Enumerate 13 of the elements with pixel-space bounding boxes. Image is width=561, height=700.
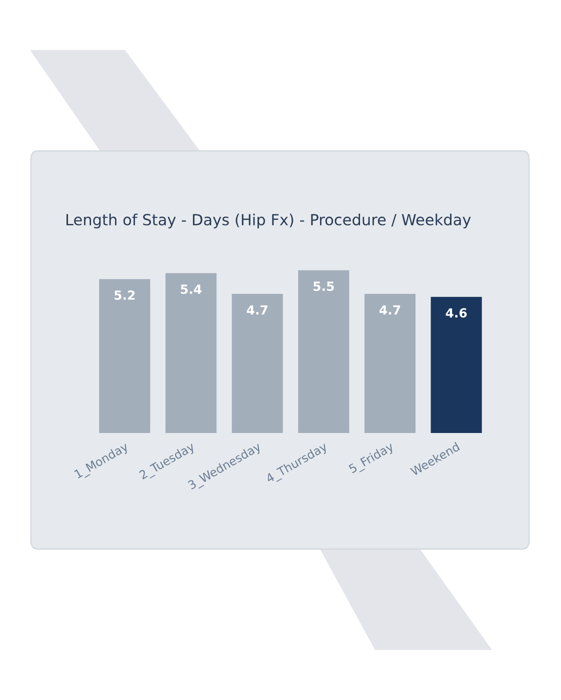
data-label: 4.7	[379, 305, 400, 314]
bar	[298, 270, 350, 433]
data-label: 5.5	[314, 282, 334, 291]
bar	[430, 296, 482, 433]
bar	[232, 294, 283, 433]
data-label: 5.4	[180, 284, 202, 294]
data-label: 4.6	[446, 308, 467, 318]
data-label: 4.7	[246, 305, 268, 314]
data-label: 5.2	[114, 290, 135, 300]
bar	[364, 294, 416, 433]
bar	[99, 279, 150, 433]
chart-title: Length of Stay - Days (Hip Fx) - Procedure / Weekday	[66, 214, 471, 228]
bar	[165, 273, 217, 433]
